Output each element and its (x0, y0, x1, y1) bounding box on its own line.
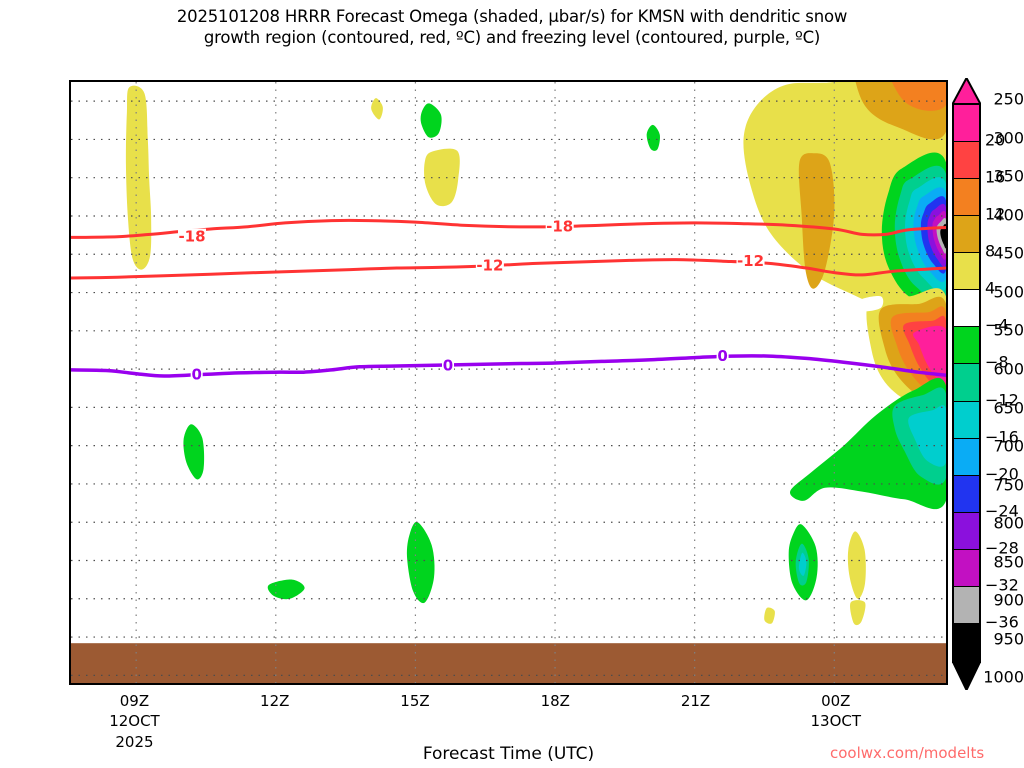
omega-blob-00z-low (847, 531, 866, 599)
omega-column-right-orange (891, 82, 946, 111)
colorbar-label-7: −12 (985, 390, 1019, 410)
x-tick-year: 2025 (115, 733, 154, 751)
x-tick-date-13OCT: 13OCT (810, 712, 862, 730)
svg-text:0: 0 (717, 347, 727, 365)
svg-text:-12: -12 (737, 252, 764, 270)
contour-label-12-a: -12 (475, 257, 504, 275)
omega-column-right-gold (798, 153, 835, 289)
colorbar-label-6: −8 (985, 352, 1009, 372)
colorbar-segment-1 (954, 142, 979, 180)
y-tick-500: 500 (993, 282, 1024, 302)
x-tick-18Z: 18Z (540, 692, 570, 710)
omega-ascent-magenta (912, 325, 946, 385)
y-tick-750: 750 (993, 475, 1024, 495)
y-tick-550: 550 (993, 320, 1024, 340)
y-tick-650: 650 (993, 398, 1024, 418)
omega-blob-23z-core-cyan (798, 552, 807, 576)
colorbar-segment-14 (954, 623, 979, 661)
y-tick-250: 250 (993, 89, 1024, 109)
contour-dendritic-12 (71, 258, 946, 280)
colorbar-bottom-arrow (950, 659, 983, 693)
x-axis-label: Forecast Time (UTC) (422, 744, 595, 764)
colorbar-label-12: −32 (985, 575, 1019, 595)
gridlines (71, 82, 946, 683)
colorbar-segment-13 (954, 586, 979, 624)
colorbar-segment-9 (954, 438, 979, 476)
colorbar-label-4: 4 (985, 278, 996, 298)
y-tick-350: 350 (993, 166, 1024, 186)
colorbar-segment-7 (954, 364, 979, 402)
svg-text:-12: -12 (476, 257, 503, 275)
colorbar-label-9: −20 (985, 464, 1019, 484)
chart-title: 2025101208 HRRR Forecast Omega (shaded, … (176, 7, 848, 47)
svg-text:-18: -18 (546, 218, 573, 236)
omega-blob-15z-low (406, 521, 435, 604)
colorbar-label-10: −24 (985, 501, 1019, 521)
omega-sliver-880mb (267, 579, 305, 600)
x-tick-date-12OCT: 12OCT (109, 712, 160, 730)
x-tick-21Z: 21Z (680, 692, 711, 710)
colorbar-segment-10 (954, 475, 979, 513)
omega-blob-20z (646, 124, 660, 151)
colorbar-top-arrow (950, 75, 983, 106)
colorbar-segment-2 (954, 179, 979, 217)
y-tick-950: 950 (993, 629, 1024, 649)
y-tick-1000: 1000 (983, 667, 1024, 687)
colorbar-label-13: −36 (985, 612, 1019, 632)
colorbar-label-1: 16 (985, 167, 1006, 187)
svg-text:0: 0 (443, 356, 453, 374)
colorbar-label-8: −16 (985, 427, 1019, 447)
y-tick-850: 850 (993, 552, 1024, 572)
colorbar (952, 103, 981, 663)
omega-blob-15z-upper (420, 103, 442, 138)
colorbar-label-11: −28 (985, 538, 1019, 558)
contour-label-0-b: 0 (441, 356, 454, 374)
colorbar-label-3: 8 (985, 241, 996, 261)
omega-blob-700mb (183, 424, 205, 480)
x-tick-00Z: 00Z (821, 692, 851, 710)
y-tick-600: 600 (993, 359, 1024, 379)
colorbar-segment-3 (954, 216, 979, 254)
omega-blob-22z-tiny (764, 607, 775, 624)
colorbar-segment-5 (954, 290, 979, 328)
colorbar-segment-12 (954, 549, 979, 587)
colorbar-segment-11 (954, 512, 979, 550)
y-tick-300: 300 (993, 128, 1024, 148)
terrain-band (71, 643, 946, 683)
colorbar-label-5: −4 (985, 315, 1009, 335)
omega-shading-layer: -18 -18 -12 -12 0 0 0 (71, 82, 946, 683)
svg-text:-18: -18 (178, 228, 205, 246)
colorbar-segment-0 (954, 105, 979, 143)
contour-label-0-a: 0 (190, 365, 203, 383)
y-tick-400: 400 (993, 205, 1024, 225)
colorbar-label-0: 20 (985, 130, 1006, 150)
y-tick-450: 450 (993, 243, 1024, 263)
omega-blob-15z-mid (424, 148, 460, 207)
y-tick-900: 900 (993, 590, 1024, 610)
x-tick-15Z: 15Z (400, 692, 430, 710)
colorbar-segment-6 (954, 327, 979, 365)
x-tick-09Z: 09Z (119, 692, 150, 710)
contour-label-12-b: -12 (736, 252, 765, 270)
omega-white-gap (858, 296, 884, 312)
colorbar-segment-4 (954, 253, 979, 291)
omega-blob-14z (371, 98, 383, 120)
svg-text:0: 0 (191, 365, 201, 383)
contour-label-18-b: -18 (545, 218, 574, 236)
contour-label-18-a: -18 (178, 228, 207, 246)
omega-lowlevel-cyan-right (908, 405, 946, 467)
omega-blob-00z-lobe (850, 600, 866, 626)
colorbar-label-2: 12 (985, 204, 1006, 224)
colorbar-segment-8 (954, 401, 979, 439)
plot-area: -18 -18 -12 -12 0 0 0 (69, 80, 948, 685)
y-tick-800: 800 (993, 513, 1024, 533)
watermark: coolwx.com/modelts (830, 744, 985, 762)
x-tick-12Z: 12Z (260, 692, 290, 710)
y-tick-700: 700 (993, 436, 1024, 456)
omega-subsidence-black (940, 223, 946, 249)
contour-label-0-c: 0 (716, 347, 729, 365)
